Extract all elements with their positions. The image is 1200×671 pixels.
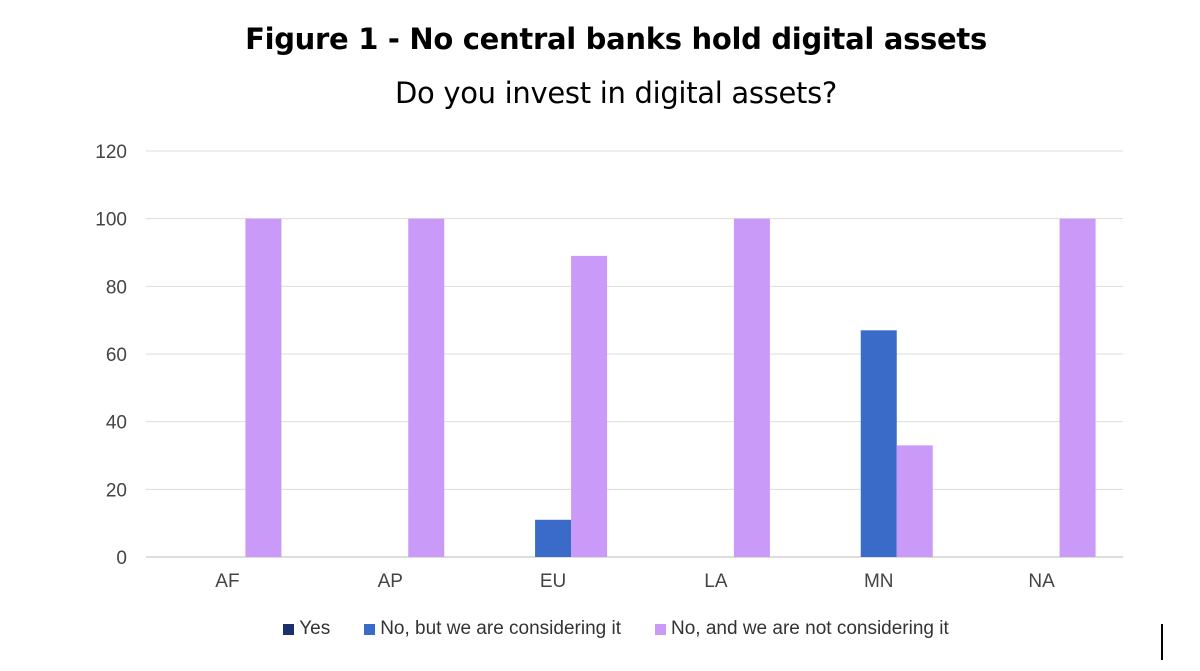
bar	[896, 445, 933, 557]
legend-swatch	[655, 623, 666, 635]
legend-item: No, and we are not considering it	[655, 618, 949, 640]
y-tick-label: 0	[116, 548, 127, 569]
bar	[245, 218, 282, 557]
bar	[408, 218, 445, 557]
bar	[571, 255, 608, 557]
chart-legend: Yes No, but we are considering it No, and …	[0, 618, 1200, 640]
text-cursor	[1161, 624, 1163, 660]
x-tick-label: AF	[215, 571, 239, 592]
x-tick-label: NA	[1028, 571, 1055, 592]
y-tick-label: 40	[106, 413, 127, 434]
y-tick-label: 120	[95, 142, 127, 163]
legend-label: No, but we are considering it	[380, 618, 621, 639]
legend-item: No, but we are considering it	[364, 618, 621, 640]
legend-swatch	[283, 623, 295, 635]
legend-item: Yes	[283, 618, 330, 640]
chart-subtitle: Do you invest in digital assets?	[394, 76, 838, 110]
bar	[733, 218, 770, 557]
x-tick-label: EU	[540, 571, 566, 592]
y-tick-label: 80	[106, 277, 127, 298]
x-tick-label: MN	[864, 571, 894, 592]
legend-label: Yes	[299, 618, 331, 639]
chart-title: Figure 1 - No central banks hold digital…	[245, 22, 987, 56]
y-tick-label: 20	[106, 480, 127, 501]
y-tick-label: 60	[106, 345, 127, 366]
y-tick-label: 100	[95, 210, 127, 231]
x-tick-label: AP	[378, 571, 403, 592]
bar	[860, 330, 897, 557]
legend-swatch	[364, 623, 376, 635]
legend-label: No, and we are not considering it	[671, 618, 949, 639]
x-tick-label: LA	[704, 571, 728, 592]
bar	[1059, 218, 1096, 557]
bar	[535, 519, 572, 557]
